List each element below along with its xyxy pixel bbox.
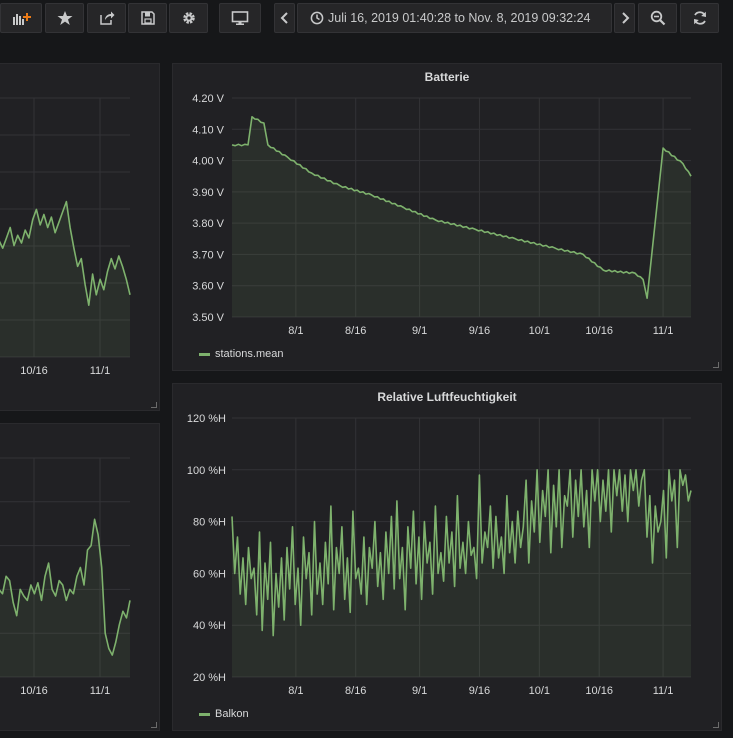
y-tick-label: 3.80 V: [192, 218, 224, 230]
x-tick-label: 11/1: [90, 365, 111, 377]
panel-title[interactable]: Relative Luftfeuchtigkeit: [377, 390, 517, 404]
x-tick-label: 11/1: [90, 685, 111, 697]
zoom-out-icon: [650, 10, 665, 26]
panel-resize-handle[interactable]: [151, 402, 157, 408]
panel-top-left: 10/16 11/1: [0, 63, 160, 411]
legend: stations.mean: [199, 348, 283, 360]
y-tick-label: 3.90 V: [192, 187, 224, 199]
share-button[interactable]: [87, 3, 126, 33]
x-tick-label: 8/1: [288, 685, 303, 697]
panel-batterie: Batterie 3.50 V 3.60 V 3.70 V 3.80 V 3.90 V 4…: [172, 63, 722, 371]
panel-bottom-left: 10/16 11/1: [0, 423, 160, 731]
chevron-right-icon: [621, 12, 629, 24]
panel-resize-handle[interactable]: [713, 722, 719, 728]
clock-icon: [310, 11, 324, 25]
x-tick-label: 10/1: [529, 325, 550, 337]
save-button[interactable]: [128, 3, 167, 33]
time-forward-button[interactable]: [614, 3, 635, 33]
chevron-left-icon: [280, 12, 288, 24]
series-area: [232, 469, 691, 677]
y-tick-label: 80 %H: [193, 517, 226, 529]
series-area: [0, 201, 130, 357]
time-back-button[interactable]: [274, 3, 295, 33]
x-tick-label: 10/16: [20, 365, 48, 377]
series-area: [232, 116, 691, 317]
x-tick-label: 10/16: [585, 685, 613, 697]
share-icon: [99, 11, 114, 25]
y-tick-label: 20 %H: [193, 672, 226, 684]
x-tick-label: 11/1: [653, 685, 674, 697]
x-tick-label: 9/1: [412, 325, 427, 337]
legend-item-stations-mean[interactable]: stations.mean: [215, 348, 284, 360]
refresh-button[interactable]: [680, 3, 719, 33]
x-tick-label: 11/1: [653, 325, 674, 337]
monitor-icon: [231, 11, 249, 25]
x-tick-label: 9/1: [412, 685, 427, 697]
y-tick-label: 60 %H: [193, 568, 226, 580]
view-mode-button[interactable]: [219, 3, 261, 33]
panel-relative-luftfeuchtigkeit: Relative Luftfeuchtigkeit 20 %H 40 %H 60 %…: [172, 383, 722, 731]
refresh-icon: [693, 11, 706, 25]
y-tick-label: 3.60 V: [192, 281, 224, 293]
x-tick-label: 10/1: [529, 685, 550, 697]
series-line: [231, 116, 692, 299]
y-tick-label: 3.70 V: [192, 249, 224, 261]
legend-swatch: [199, 712, 210, 716]
panel-title[interactable]: Batterie: [424, 70, 470, 84]
dashboard-toolbar: Juli 16, 2019 01:40:28 to Nov. 8, 2019 0…: [0, 0, 733, 38]
y-tick-label: 4.10 V: [192, 124, 224, 136]
settings-button[interactable]: [169, 3, 208, 33]
bottom-left-chart: 10/16 11/1: [0, 457, 131, 697]
x-tick-label: 10/16: [585, 325, 613, 337]
x-tick-label: 9/16: [469, 685, 490, 697]
x-tick-label: 10/16: [20, 685, 48, 697]
add-panel-button[interactable]: [0, 3, 42, 33]
series-line: [231, 469, 692, 637]
zoom-out-button[interactable]: [638, 3, 677, 33]
y-tick-label: 100 %H: [187, 465, 226, 477]
add-panel-icon: [13, 13, 31, 25]
star-icon: [57, 11, 72, 25]
batterie-chart: 3.50 V 3.60 V 3.70 V 3.80 V 3.90 V 4.00 V 4.10…: [192, 93, 692, 337]
legend-swatch: [199, 352, 210, 356]
y-tick-label: 4.20 V: [192, 93, 224, 105]
panel-resize-handle[interactable]: [151, 722, 157, 728]
panel-resize-handle[interactable]: [713, 362, 719, 368]
legend: Balkon: [199, 708, 249, 720]
time-range-label: Juli 16, 2019 01:40:28 to Nov. 8, 2019 0…: [328, 11, 591, 25]
y-tick-label: 3.50 V: [192, 312, 224, 324]
save-icon: [140, 11, 155, 25]
x-tick-label: 9/16: [469, 325, 490, 337]
x-tick-label: 8/1: [288, 325, 303, 337]
y-tick-label: 40 %H: [193, 620, 226, 632]
y-tick-label: 4.00 V: [192, 156, 224, 168]
series-line: [0, 200, 131, 306]
gear-icon: [182, 12, 195, 24]
x-tick-label: 8/16: [345, 685, 366, 697]
x-tick-label: 8/16: [345, 325, 366, 337]
star-button[interactable]: [45, 3, 84, 33]
y-tick-label: 120 %H: [187, 413, 226, 425]
humidity-chart: 20 %H 40 %H 60 %H 80 %H 100 %H 120 %H 8/1 8/16 9…: [187, 413, 692, 697]
top-left-chart: 10/16 11/1: [0, 97, 131, 377]
time-range-picker[interactable]: Juli 16, 2019 01:40:28 to Nov. 8, 2019 0…: [297, 3, 612, 33]
legend-item-balkon[interactable]: Balkon: [215, 708, 249, 720]
series-line: [0, 518, 131, 656]
